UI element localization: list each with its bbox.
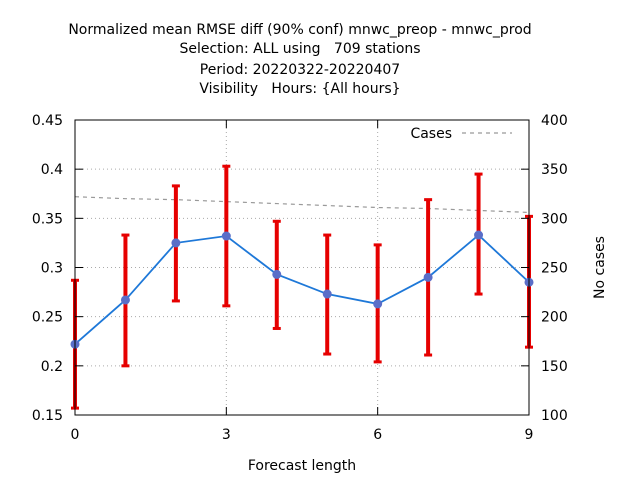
data-point: [322, 289, 332, 299]
axis-ticks: 0.15 0.2 0.25 0.3 0.35 0.4 0.45 100 150 200 250 300…: [32, 113, 568, 443]
x-tick-label: 6: [373, 427, 382, 443]
legend-cases-label: Cases: [410, 126, 452, 142]
y-tick-label: 0.15: [32, 408, 63, 424]
chart-title-line-1: Normalized mean RMSE diff (90% conf) mnw…: [68, 22, 532, 38]
error-bars: [71, 164, 533, 410]
y-tick-label: 0.35: [32, 211, 63, 227]
data-point: [373, 299, 383, 309]
y-tick-label: 0.45: [32, 113, 63, 129]
x-tick-label: 0: [71, 427, 80, 443]
data-point: [423, 272, 433, 282]
y2-axis-label: No cases: [592, 236, 608, 299]
y-tick-label: 0.4: [41, 162, 63, 178]
chart-title-line-4: Visibility Hours: {All hours}: [199, 81, 401, 97]
y2-tick-label: 400: [541, 113, 568, 129]
rmse-series: [74, 233, 530, 345]
x-tick-label: 9: [525, 427, 534, 443]
y2-tick-label: 200: [541, 310, 568, 326]
legend: Cases: [410, 126, 512, 142]
data-point: [120, 295, 130, 305]
y2-tick-label: 350: [541, 162, 568, 178]
y2-tick-label: 150: [541, 359, 568, 375]
y-tick-label: 0.25: [32, 310, 63, 326]
y-tick-label: 0.2: [41, 359, 63, 375]
chart-title-line-3: Period: 20220322-20220407: [199, 62, 401, 78]
data-point: [221, 231, 231, 241]
x-tick-label: 3: [222, 427, 231, 443]
y2-tick-label: 250: [541, 261, 568, 277]
data-point: [474, 230, 484, 240]
data-point: [272, 269, 282, 279]
chart-title-line-2: Selection: ALL using 709 stations: [179, 41, 421, 57]
y-tick-label: 0.3: [41, 261, 63, 277]
cases-series: [74, 196, 530, 214]
y2-tick-label: 100: [541, 408, 568, 424]
data-point: [171, 238, 181, 248]
rmse-markers: [70, 230, 534, 349]
x-axis-label: Forecast length: [248, 458, 356, 474]
grid: [75, 120, 529, 415]
cases-line: [74, 196, 530, 214]
rmse-line: [74, 233, 530, 345]
y2-tick-label: 300: [541, 211, 568, 227]
